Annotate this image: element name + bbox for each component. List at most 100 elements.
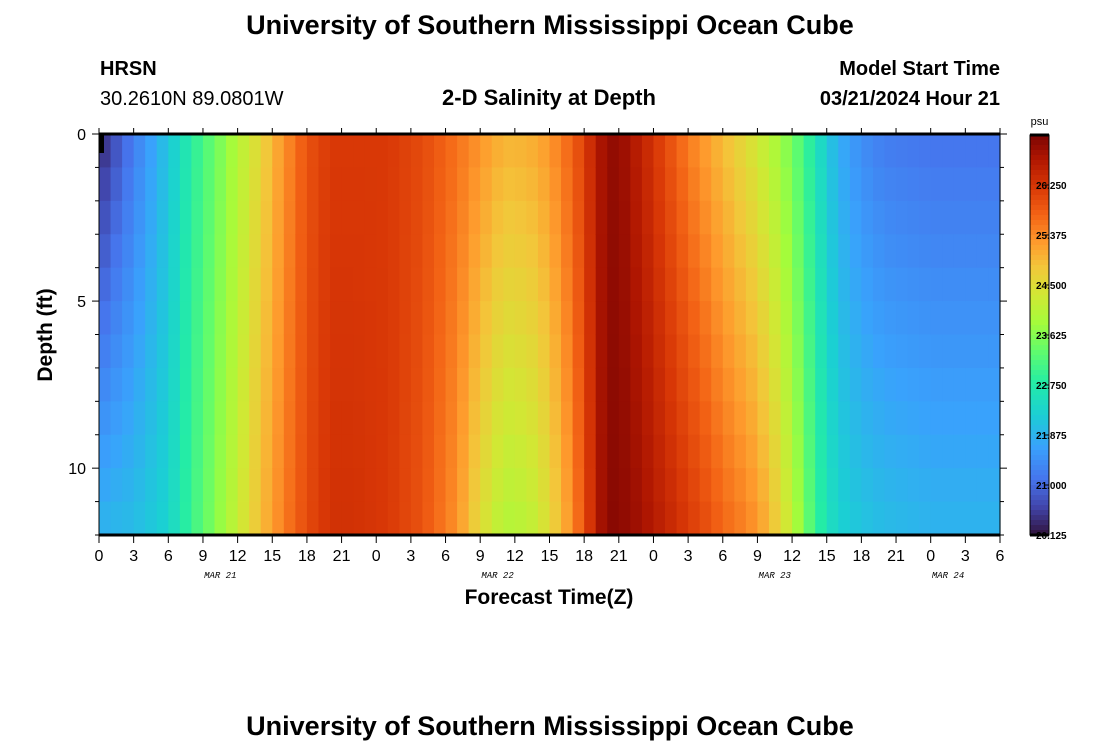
heatmap-cell: [526, 200, 539, 235]
heatmap-cell: [757, 134, 770, 169]
colorbar-segment: [1030, 225, 1049, 231]
heatmap-cell: [514, 334, 527, 369]
heatmap-cell: [780, 134, 793, 169]
heatmap-cell: [122, 134, 135, 169]
heatmap-cell: [457, 367, 470, 402]
heatmap-cell: [295, 267, 308, 302]
heatmap-cell: [214, 134, 227, 169]
heatmap-cell: [283, 434, 296, 469]
heatmap-cell: [202, 134, 216, 169]
heatmap-cell: [295, 401, 308, 436]
heatmap-cell: [110, 367, 123, 402]
date-label: MAR 22: [481, 571, 514, 581]
heatmap-cell: [849, 200, 862, 235]
heatmap-cell: [561, 301, 574, 336]
heatmap-cell: [722, 267, 735, 302]
heatmap-cell: [768, 367, 782, 402]
heatmap-cell: [699, 167, 712, 202]
heatmap-cell: [872, 468, 886, 503]
heatmap-cell: [272, 301, 285, 336]
heatmap-cell: [214, 200, 227, 235]
heatmap-cell: [283, 200, 296, 235]
heatmap-cell: [110, 267, 123, 302]
heatmap-cell: [572, 367, 585, 402]
heatmap-cell: [399, 134, 412, 169]
heatmap-cell: [792, 301, 805, 336]
heatmap-cell: [976, 367, 990, 402]
heatmap-cell: [665, 234, 678, 269]
heatmap-cell: [988, 234, 1001, 269]
heatmap-cell: [133, 234, 146, 269]
heatmap-cell: [364, 301, 377, 336]
heatmap-cell: [514, 167, 527, 202]
heatmap-cell: [422, 468, 435, 503]
heatmap-cell: [953, 401, 966, 436]
heatmap-cell: [907, 200, 920, 235]
colorbar-segment: [1030, 150, 1049, 156]
heatmap-cell: [422, 134, 435, 169]
heatmap-cell: [191, 167, 204, 202]
colorbar-segment: [1030, 405, 1049, 411]
heatmap-cell: [168, 267, 181, 302]
plot-axes: 0 3 6 9 12 15 18 21 0 3 6 9 12 15 18 21 0 3 6 9 12 15 18 21 0 3 6 M…: [68, 127, 1007, 581]
heatmap-cell: [953, 501, 966, 536]
heatmap-cell: [249, 434, 262, 469]
heatmap-cell: [688, 367, 701, 402]
x-tick-label: 9: [476, 548, 485, 565]
heatmap-cell: [514, 501, 527, 536]
heatmap-cell: [145, 367, 158, 402]
heatmap-cell: [110, 200, 123, 235]
heatmap-cell: [364, 234, 377, 269]
heatmap-cell: [734, 234, 747, 269]
heatmap-cell: [503, 267, 516, 302]
colorbar-segment: [1030, 305, 1049, 311]
heatmap-cell: [399, 334, 412, 369]
heatmap-cell: [653, 434, 666, 469]
heatmap-cell: [214, 301, 227, 336]
heatmap-cell: [711, 134, 724, 169]
heatmap-cell: [433, 200, 447, 235]
heatmap-cell: [399, 434, 412, 469]
heatmap-cell: [872, 301, 886, 336]
heatmap-cell: [514, 267, 527, 302]
heatmap-cell: [734, 167, 747, 202]
heatmap-cell: [445, 167, 458, 202]
colorbar-segment: [1030, 165, 1049, 171]
heatmap-cell: [399, 234, 412, 269]
heatmap-cell: [99, 334, 112, 369]
heatmap-cell: [168, 434, 181, 469]
heatmap-cell: [792, 367, 805, 402]
heatmap-cell: [353, 401, 366, 436]
heatmap-cell: [445, 200, 458, 235]
heatmap-cell: [364, 401, 377, 436]
colorbar-segment: [1030, 230, 1049, 236]
heatmap-cell: [988, 468, 1001, 503]
colorbar-segment: [1030, 310, 1049, 316]
heatmap-cell: [884, 401, 897, 436]
heatmap-cell: [641, 367, 655, 402]
colorbar-segment: [1030, 175, 1049, 181]
heatmap-cell: [283, 134, 296, 169]
heatmap-cell: [537, 200, 551, 235]
heatmap-cell: [711, 501, 724, 536]
heatmap-cell: [179, 134, 193, 169]
heatmap-cell: [676, 434, 689, 469]
heatmap-cell: [745, 367, 759, 402]
heatmap-cell: [537, 501, 551, 536]
heatmap-cell: [826, 468, 839, 503]
heatmap-cell: [919, 234, 932, 269]
heatmap-cell: [815, 301, 828, 336]
heatmap-cell: [919, 134, 932, 169]
heatmap-cell: [503, 200, 516, 235]
heatmap-cell: [803, 334, 816, 369]
heatmap-cell: [272, 401, 285, 436]
heatmap-cell: [815, 501, 828, 536]
heatmap-cell: [665, 434, 678, 469]
heatmap-cell: [457, 167, 470, 202]
heatmap-cell: [480, 468, 493, 503]
heatmap-cell: [688, 434, 701, 469]
heatmap-cell: [688, 234, 701, 269]
heatmap-cell: [306, 167, 320, 202]
heatmap-cell: [561, 367, 574, 402]
heatmap-cell: [156, 434, 169, 469]
